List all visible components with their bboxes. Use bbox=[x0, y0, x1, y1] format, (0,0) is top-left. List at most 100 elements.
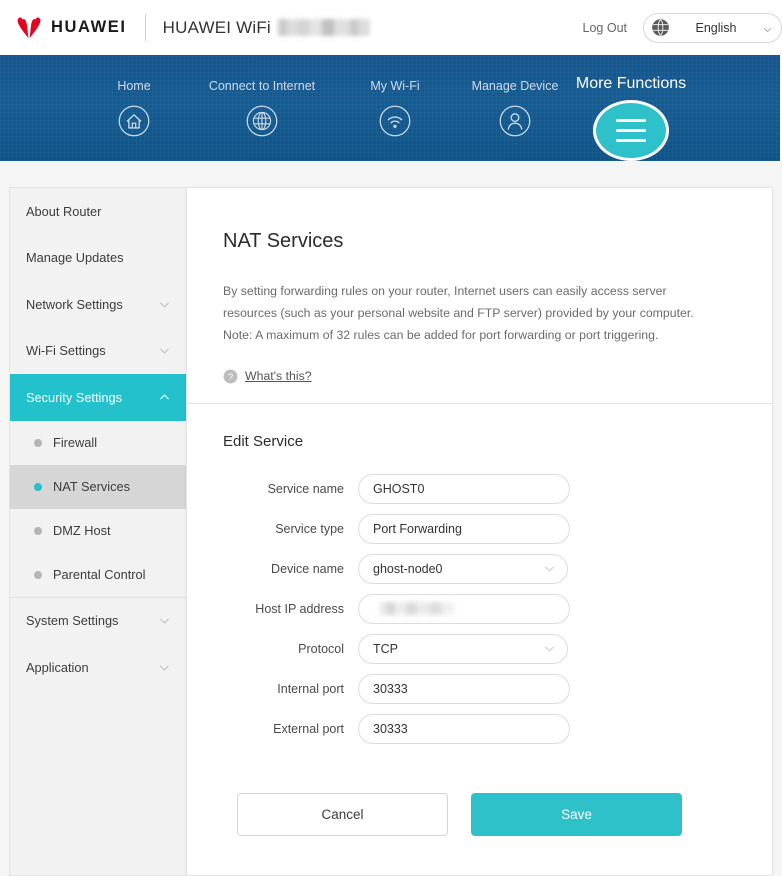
bullet-icon bbox=[34, 526, 42, 535]
sidebar-label-system-settings: System Settings bbox=[26, 613, 119, 629]
device-title: HUAWEI WiFi bbox=[163, 18, 370, 38]
wifi-icon bbox=[376, 102, 414, 140]
nav-item-connect-to-internet[interactable]: Connect to Internet bbox=[184, 55, 340, 140]
svg-text:?: ? bbox=[228, 372, 233, 382]
header-actions: Log Out English bbox=[582, 12, 782, 43]
save-button[interactable]: Save bbox=[471, 792, 682, 836]
nav-label-more-functions: More Functions bbox=[575, 75, 687, 92]
label-external-port: External port bbox=[273, 721, 344, 736]
sidebar-label-application: Application bbox=[26, 659, 89, 675]
bullet-icon bbox=[34, 438, 42, 447]
sidebar-label-dmz-host: DMZ Host bbox=[53, 523, 111, 538]
nav-label-connect-to-internet: Connect to Internet bbox=[208, 79, 316, 93]
home-icon bbox=[115, 102, 153, 140]
brand-name: HUAWEI bbox=[51, 18, 127, 36]
nav-item-my-wifi[interactable]: My Wi-Fi bbox=[340, 55, 450, 140]
sidebar-item-manage-updates[interactable]: Manage Updates bbox=[10, 235, 186, 282]
page-body: About Router Manage Updates Network Sett… bbox=[0, 161, 782, 876]
host-ip-address-input[interactable] bbox=[358, 593, 570, 624]
sidebar-item-parental-control[interactable]: Parental Control bbox=[10, 553, 186, 597]
label-service-type: Service type bbox=[275, 521, 344, 536]
service-name-value: GHOST0 bbox=[373, 481, 425, 496]
protocol-value: TCP bbox=[373, 641, 398, 656]
hamburger-icon[interactable] bbox=[593, 100, 669, 161]
chevron-up-icon bbox=[158, 391, 171, 404]
sidebar-item-about-router[interactable]: About Router bbox=[10, 188, 186, 235]
form-row-device-name: Device name ghost-node0 bbox=[223, 553, 736, 584]
sidebar-item-wifi-settings[interactable]: Wi-Fi Settings bbox=[10, 328, 186, 375]
sidebar-item-dmz-host[interactable]: DMZ Host bbox=[10, 509, 186, 553]
form-actions: Cancel Save bbox=[223, 792, 736, 836]
huawei-flower-icon bbox=[14, 16, 44, 40]
nav-item-more-functions[interactable]: More Functions bbox=[568, 55, 694, 161]
sidebar-item-security-settings[interactable]: Security Settings bbox=[10, 374, 186, 421]
section-title-edit-service: Edit Service bbox=[223, 432, 304, 450]
sidebar-item-system-settings[interactable]: System Settings bbox=[10, 598, 186, 645]
sidebar-label-about-router: About Router bbox=[26, 203, 102, 219]
cancel-button[interactable]: Cancel bbox=[237, 792, 448, 836]
internal-port-input[interactable]: 30333 bbox=[358, 673, 570, 704]
sidebar-item-application[interactable]: Application bbox=[10, 644, 186, 691]
sidebar-label-nat-services: NAT Services bbox=[53, 479, 131, 494]
service-type-input[interactable]: Port Forwarding bbox=[358, 513, 570, 544]
whats-this-label: What's this? bbox=[245, 369, 312, 384]
nav-label-home: Home bbox=[117, 79, 151, 93]
whats-this-link[interactable]: ? What's this? bbox=[223, 369, 312, 384]
form-row-host-ip-address: Host IP address bbox=[223, 593, 736, 624]
form-row-service-name: Service name GHOST0 bbox=[223, 473, 736, 504]
globe-icon bbox=[243, 102, 281, 140]
chevron-down-icon bbox=[158, 614, 171, 627]
device-name-value: ghost-node0 bbox=[373, 561, 443, 576]
sidebar-label-firewall: Firewall bbox=[53, 435, 98, 450]
label-service-name: Service name bbox=[267, 481, 344, 496]
protocol-dropdown[interactable]: TCP bbox=[358, 633, 568, 664]
chevron-down-icon bbox=[762, 22, 773, 33]
form-row-external-port: External port 30333 bbox=[223, 713, 736, 744]
sidebar: About Router Manage Updates Network Sett… bbox=[9, 187, 186, 876]
device-name-dropdown[interactable]: ghost-node0 bbox=[358, 553, 568, 584]
host-ip-address-redacted bbox=[380, 602, 454, 616]
nav-item-manage-device[interactable]: Manage Device bbox=[450, 55, 580, 140]
external-port-input[interactable]: 30333 bbox=[358, 713, 570, 744]
form-row-service-type: Service type Port Forwarding bbox=[223, 513, 736, 544]
main-navbar: Home Connect to Internet bbox=[0, 55, 782, 161]
header-divider bbox=[144, 14, 146, 41]
sidebar-divider bbox=[10, 596, 186, 598]
sidebar-label-security-settings: Security Settings bbox=[26, 389, 123, 405]
form-row-internal-port: Internal port 30333 bbox=[223, 673, 736, 704]
nav-label-my-wifi: My Wi-Fi bbox=[370, 79, 420, 93]
globe-icon bbox=[651, 18, 670, 37]
nav-items: Home Connect to Internet bbox=[0, 55, 780, 161]
bullet-icon bbox=[34, 482, 42, 491]
user-icon bbox=[496, 102, 534, 140]
content-divider bbox=[187, 402, 772, 404]
edit-service-form: Service name GHOST0 Service type Port Fo… bbox=[223, 473, 736, 744]
form-row-protocol: Protocol TCP bbox=[223, 633, 736, 664]
sidebar-label-wifi-settings: Wi-Fi Settings bbox=[26, 343, 106, 359]
sidebar-item-nat-services[interactable]: NAT Services bbox=[10, 464, 186, 509]
label-protocol: Protocol bbox=[298, 641, 344, 656]
brand-logo: HUAWEI bbox=[14, 16, 127, 40]
device-title-text: HUAWEI WiFi bbox=[162, 17, 271, 37]
sidebar-item-network-settings[interactable]: Network Settings bbox=[10, 281, 186, 328]
device-name-redacted bbox=[277, 19, 370, 36]
service-type-value: Port Forwarding bbox=[373, 521, 462, 536]
sidebar-label-network-settings: Network Settings bbox=[26, 296, 123, 312]
nav-label-manage-device: Manage Device bbox=[471, 79, 559, 93]
page-description: By setting forwarding rules on your rout… bbox=[223, 284, 694, 342]
language-value: English bbox=[695, 20, 737, 35]
sidebar-item-firewall[interactable]: Firewall bbox=[10, 421, 186, 465]
chevron-down-icon bbox=[158, 298, 171, 311]
service-name-input[interactable]: GHOST0 bbox=[358, 473, 570, 504]
label-device-name: Device name bbox=[271, 561, 344, 576]
app-header: HUAWEI HUAWEI WiFi Log Out English bbox=[0, 0, 782, 55]
chevron-down-icon bbox=[158, 344, 171, 357]
logout-button[interactable]: Log Out bbox=[582, 20, 627, 35]
help-icon: ? bbox=[223, 369, 238, 384]
content-card: NAT Services By setting forwarding rules… bbox=[186, 187, 773, 876]
nav-item-home[interactable]: Home bbox=[84, 55, 184, 140]
page-title: NAT Services bbox=[223, 230, 344, 252]
language-select[interactable]: English bbox=[643, 12, 782, 43]
internal-port-value: 30333 bbox=[373, 681, 408, 696]
label-host-ip-address: Host IP address bbox=[255, 601, 344, 616]
